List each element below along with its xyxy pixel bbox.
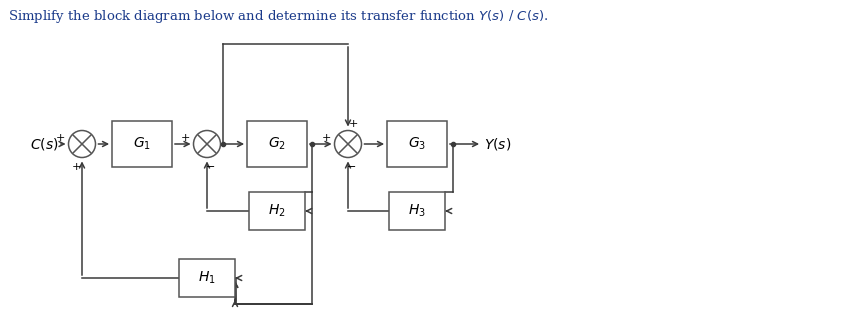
- Bar: [389, 192, 445, 230]
- Text: +: +: [322, 133, 331, 143]
- Text: $G_2$: $G_2$: [268, 136, 286, 152]
- Bar: [387, 121, 447, 167]
- Text: Simplify the block diagram below and determine its transfer function $Y(s)$ / $C: Simplify the block diagram below and det…: [8, 8, 548, 25]
- Circle shape: [334, 131, 361, 157]
- Text: −: −: [347, 161, 357, 172]
- Text: +: +: [55, 133, 65, 143]
- Text: $H_3$: $H_3$: [408, 203, 426, 219]
- Text: $H_2$: $H_2$: [268, 203, 286, 219]
- Text: +: +: [181, 133, 191, 143]
- Text: $G_1$: $G_1$: [133, 136, 151, 152]
- Text: $C(s)$: $C(s)$: [30, 136, 59, 152]
- Text: −: −: [206, 161, 216, 172]
- Text: $Y(s)$: $Y(s)$: [484, 136, 511, 152]
- Bar: [247, 121, 307, 167]
- Text: +: +: [71, 161, 81, 172]
- Text: +: +: [348, 118, 358, 129]
- Circle shape: [68, 131, 95, 157]
- Bar: [249, 192, 305, 230]
- Text: $H_1$: $H_1$: [198, 270, 216, 286]
- Bar: [112, 121, 172, 167]
- Circle shape: [193, 131, 221, 157]
- Bar: [179, 259, 235, 297]
- Text: $G_3$: $G_3$: [408, 136, 426, 152]
